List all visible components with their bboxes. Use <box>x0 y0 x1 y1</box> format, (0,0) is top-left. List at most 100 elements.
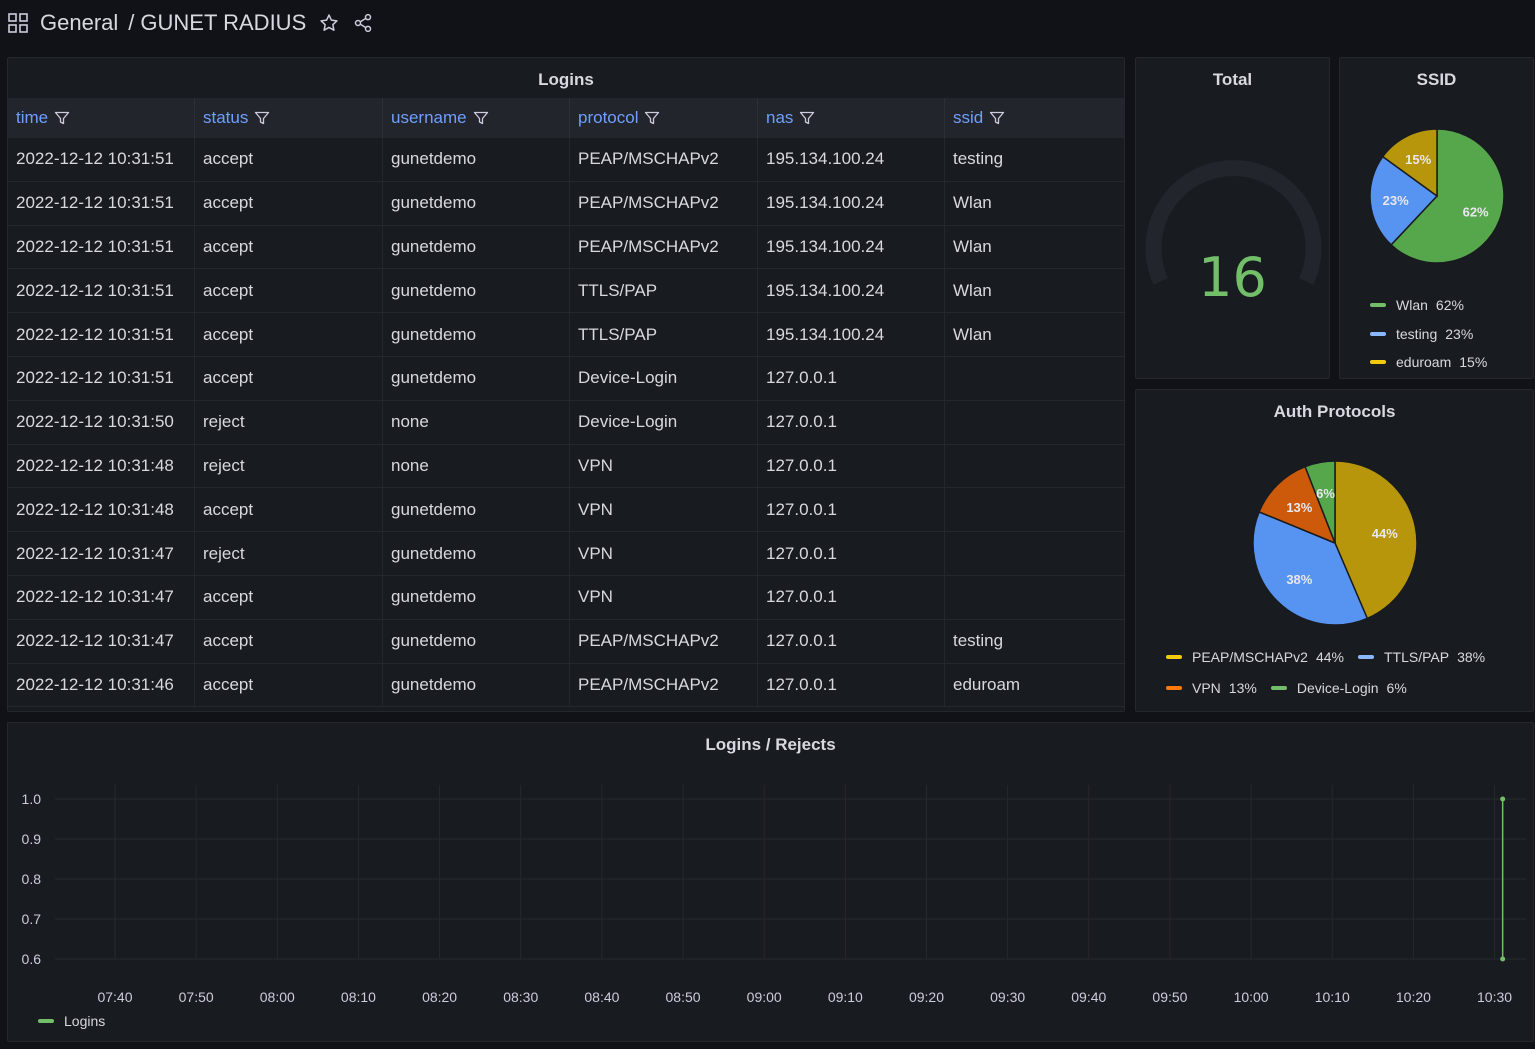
table-cell-status: accept <box>195 663 383 707</box>
legend-value: 44% <box>1315 649 1344 665</box>
legend-swatch <box>1270 686 1287 690</box>
panel-title[interactable]: SSID <box>1416 70 1457 89</box>
auth-slice-ttls-pap[interactable] <box>1252 510 1369 626</box>
table-cell-protocol: VPN <box>570 532 758 575</box>
table-cell-protocol: VPN <box>570 488 758 532</box>
filter-icon[interactable] <box>989 110 1005 126</box>
table-cell-time: 2022-12-12 10:31:46 <box>8 663 195 707</box>
table-cell-username: gunetdemo <box>383 619 570 663</box>
y-tick-label: 1.0 <box>22 791 42 807</box>
column-header-username[interactable]: username <box>383 98 570 138</box>
ssid-slice-testing[interactable] <box>1369 155 1439 246</box>
column-header-label[interactable]: protocol <box>578 108 639 127</box>
legend-value: 23% <box>1445 325 1474 342</box>
legend-label: Wlan <box>1396 297 1428 313</box>
table-cell-time: 2022-12-12 10:31:47 <box>8 532 195 575</box>
dashboards-grid-icon[interactable] <box>8 13 28 33</box>
table-cell-status: reject <box>195 444 383 488</box>
logins-table: time status username protocol nas ssid 2022-1… <box>8 98 1124 708</box>
data-point[interactable] <box>1500 796 1506 802</box>
panel-title[interactable]: Logins <box>538 70 594 89</box>
x-tick-label: 09:50 <box>1152 989 1187 1005</box>
table-row[interactable]: 2022-12-12 10:31:51 accept gunetdemo TTLS/P… <box>8 313 1124 357</box>
legend-label: Logins <box>64 1013 106 1029</box>
table-row[interactable]: 2022-12-12 10:31:51 accept gunetdemo PEAP/M… <box>8 138 1124 182</box>
table-cell-nas: 195.134.100.24 <box>758 269 945 313</box>
legend-item[interactable]: TTLS/PAP 38% <box>1357 649 1486 665</box>
table-row[interactable]: 2022-12-12 10:31:46 accept gunetdemo PEAP/M… <box>8 663 1124 708</box>
column-header-label[interactable]: status <box>203 108 249 127</box>
x-tick-label: 09:40 <box>1071 989 1106 1005</box>
column-header-protocol[interactable]: protocol <box>570 98 758 138</box>
panel-title[interactable]: Auth Protocols <box>1273 402 1396 421</box>
table-cell-username: gunetdemo <box>383 181 570 225</box>
filter-icon[interactable] <box>799 110 815 126</box>
table-row[interactable]: 2022-12-12 10:31:51 accept gunetdemo TTLS/P… <box>8 269 1124 314</box>
filter-icon[interactable] <box>473 110 489 126</box>
table-row[interactable]: 2022-12-12 10:31:51 accept gunetdemo PEAP/M… <box>8 225 1124 270</box>
legend-value: 38% <box>1457 649 1486 665</box>
table-cell-username: gunetdemo <box>383 532 570 575</box>
timeseries-legend[interactable]: Logins <box>38 1013 105 1029</box>
column-header-time[interactable]: time <box>8 98 195 138</box>
table-cell-status: accept <box>195 269 383 313</box>
filter-icon[interactable] <box>644 110 660 126</box>
table-cell-protocol: VPN <box>570 444 758 488</box>
table-cell-protocol: PEAP/MSCHAPv2 <box>570 181 758 225</box>
table-cell-username: gunetdemo <box>383 313 570 356</box>
ssid-legend: Wlan 62% testing 23% eduroam 15% <box>1370 291 1487 377</box>
table-cell-status: reject <box>195 400 383 444</box>
legend-item[interactable]: PEAP/MSCHAPv2 44% <box>1166 649 1344 665</box>
breadcrumb-separator: / <box>128 10 135 35</box>
legend-item[interactable]: Device-Login 6% <box>1270 680 1407 696</box>
logins-panel: Logins time status username protocol nas ssid… <box>7 57 1125 712</box>
ssid-slice-wlan[interactable] <box>1390 128 1505 264</box>
legend-item[interactable]: VPN 13% <box>1166 680 1257 696</box>
y-tick-label: 0.9 <box>22 831 42 847</box>
table-row[interactable]: 2022-12-12 10:31:51 accept gunetdemo PEAP/M… <box>8 181 1124 226</box>
legend-item[interactable]: testing 23% <box>1370 320 1487 349</box>
table-header: time status username protocol nas ssid <box>8 98 1124 138</box>
filter-icon[interactable] <box>254 110 270 126</box>
table-row[interactable]: 2022-12-12 10:31:48 accept gunetdemo VPN 127… <box>8 488 1124 533</box>
table-cell-protocol: PEAP/MSCHAPv2 <box>570 619 758 663</box>
x-tick-label: 08:30 <box>503 989 538 1005</box>
auth-slice-vpn[interactable] <box>1258 465 1337 545</box>
x-tick-label: 10:10 <box>1315 989 1350 1005</box>
table-cell-nas: 127.0.0.1 <box>758 663 945 707</box>
column-header-label[interactable]: ssid <box>953 108 984 127</box>
column-header-ssid[interactable]: ssid <box>945 98 1124 138</box>
table-row[interactable]: 2022-12-12 10:31:47 reject gunetdemo VPN 127… <box>8 532 1124 576</box>
auth-slice-peap-mschapv2[interactable] <box>1334 460 1418 620</box>
table-row[interactable]: 2022-12-12 10:31:47 accept gunetdemo PEAP/M… <box>8 619 1124 664</box>
ssid-slice-eduroam[interactable] <box>1381 128 1438 198</box>
x-tick-label: 09:30 <box>990 989 1025 1005</box>
breadcrumb-folder[interactable]: General <box>40 10 119 35</box>
table-row[interactable]: 2022-12-12 10:31:47 accept gunetdemo VPN 127… <box>8 575 1124 620</box>
column-header-label[interactable]: username <box>391 108 467 127</box>
legend-item[interactable]: eduroam 15% <box>1370 348 1487 377</box>
dashboard-header: General / GUNET RADIUS <box>0 0 1535 46</box>
auth-slice-device-login[interactable] <box>1304 460 1336 544</box>
data-point[interactable] <box>1500 956 1506 962</box>
filter-icon[interactable] <box>54 110 70 126</box>
share-icon[interactable] <box>352 12 374 34</box>
column-header-label[interactable]: time <box>16 108 49 127</box>
panel-title[interactable]: Logins / Rejects <box>705 735 836 754</box>
star-icon[interactable] <box>318 12 340 34</box>
legend-item[interactable]: Wlan 62% <box>1370 291 1487 320</box>
x-tick-label: 08:50 <box>666 989 701 1005</box>
table-row[interactable]: 2022-12-12 10:31:48 reject none VPN 127.0.0.… <box>8 444 1124 489</box>
column-header-label[interactable]: nas <box>766 108 794 127</box>
x-tick-label: 08:40 <box>584 989 619 1005</box>
table-row[interactable]: 2022-12-12 10:31:50 reject none Device-Logi… <box>8 400 1124 445</box>
legend-item[interactable]: Logins <box>38 1013 105 1029</box>
column-header-status[interactable]: status <box>195 98 383 138</box>
column-header-nas[interactable]: nas <box>758 98 945 138</box>
table-cell-protocol: Device-Login <box>570 400 758 444</box>
table-row[interactable]: 2022-12-12 10:31:51 accept gunetdemo Device… <box>8 356 1124 401</box>
panel-title[interactable]: Total <box>1212 70 1253 89</box>
table-cell-status: accept <box>195 575 383 619</box>
dashboard-title[interactable]: GUNET RADIUS <box>140 10 307 35</box>
ssid-slice-label: 62% <box>1463 204 1489 219</box>
